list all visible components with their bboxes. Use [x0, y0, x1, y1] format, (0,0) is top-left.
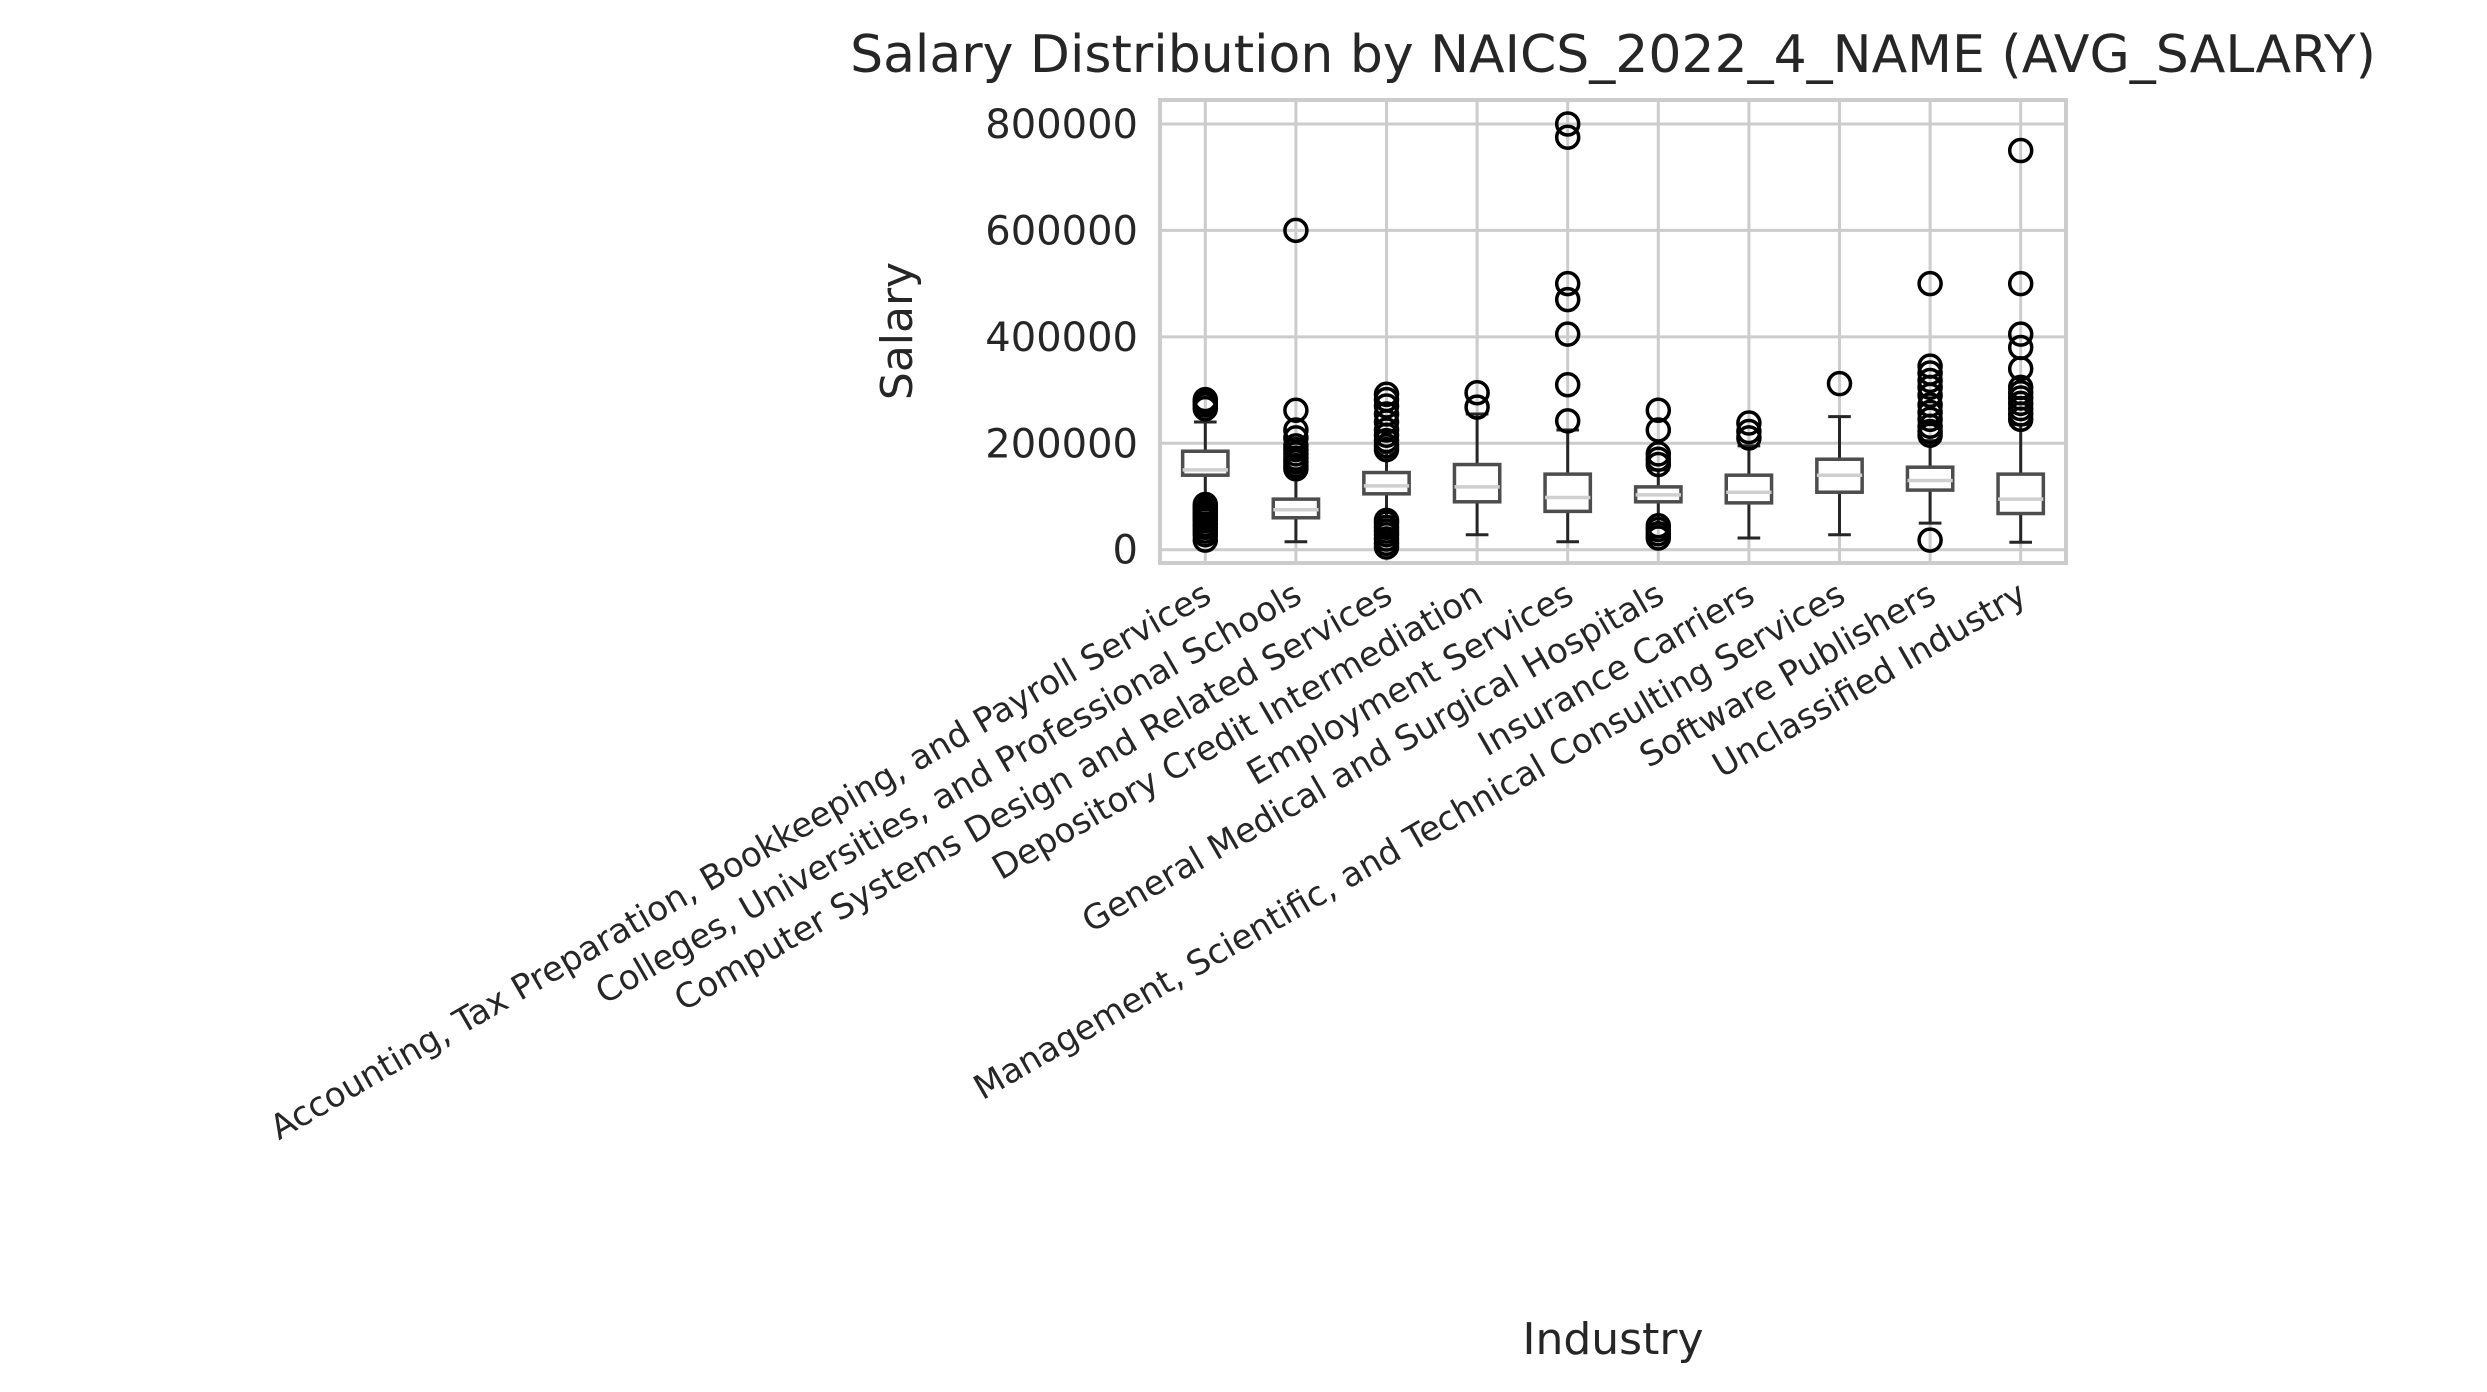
chart-title: Salary Distribution by NAICS_2022_4_NAME…	[850, 25, 2376, 85]
outlier-point	[1917, 406, 1943, 433]
outlier-point	[1917, 270, 1943, 297]
outlier-point	[2007, 321, 2034, 347]
iqr-box	[1724, 473, 1774, 505]
iqr-box	[1996, 472, 2046, 516]
outlier-point	[1917, 367, 1943, 394]
outlier-point	[1554, 124, 1581, 151]
iqr-box	[1452, 462, 1502, 504]
outlier-point	[1192, 491, 1219, 518]
box-group	[1724, 410, 1774, 540]
outlier-point	[1917, 360, 1943, 386]
outlier-point	[1554, 371, 1581, 398]
outlier-point	[2007, 374, 2034, 401]
outlier-point	[1283, 433, 1309, 459]
outlier-point	[1283, 417, 1309, 443]
outlier-point	[1736, 418, 1762, 445]
outlier-point	[2007, 137, 2034, 164]
outlier-point	[1554, 321, 1581, 347]
box-group	[1815, 370, 1864, 537]
box-group	[1271, 217, 1321, 544]
iqr-box	[1362, 470, 1411, 496]
outlier-point	[1373, 381, 1400, 408]
y-axis-label: Salary	[872, 262, 923, 400]
outlier-point	[1283, 397, 1309, 424]
outlier-point	[1283, 425, 1309, 451]
outlier-point	[1554, 286, 1581, 313]
outlier-point	[1645, 417, 1672, 443]
outlier-point	[1645, 441, 1672, 467]
y-tick-labels: 0 200000 400000 600000 800000	[985, 102, 1138, 574]
outlier-point	[1917, 353, 1943, 379]
box-group	[1180, 386, 1230, 553]
plot-area	[1180, 111, 2046, 560]
box-group	[1633, 397, 1683, 551]
box-group	[1543, 111, 1593, 544]
plot-frame	[1158, 98, 2068, 565]
box-group	[1452, 379, 1502, 537]
outlier-point	[2007, 334, 2034, 361]
x-tick-label: Accounting, Tax Preparation, Bookkeeping…	[263, 574, 1217, 1148]
outlier-point	[1464, 379, 1490, 406]
outlier-point	[1736, 410, 1762, 436]
outlier-point	[1373, 401, 1400, 427]
outlier-point	[1554, 111, 1581, 137]
outlier-point	[2007, 270, 2034, 297]
iqr-box	[1543, 472, 1593, 514]
outlier-point	[1645, 397, 1672, 424]
y-tick-label: 600000	[985, 208, 1138, 254]
y-tick-label: 0	[1113, 528, 1138, 574]
x-tick-labels: Accounting, Tax Preparation, Bookkeeping…	[263, 574, 2033, 1148]
outlier-point	[1373, 507, 1400, 534]
outlier-point	[1554, 408, 1581, 434]
x-axis-label: Industry	[1523, 1314, 1704, 1365]
y-tick-label: 400000	[985, 315, 1138, 361]
outlier-point	[1826, 370, 1853, 397]
outlier-point	[1464, 394, 1490, 420]
outlier-point	[1917, 399, 1943, 426]
outlier-point	[1192, 386, 1219, 413]
box-group	[1362, 381, 1411, 560]
box-group	[1905, 270, 1955, 553]
outlier-point	[1917, 392, 1943, 418]
box-group	[1996, 137, 2046, 544]
y-tick-label: 800000	[985, 102, 1138, 148]
outlier-point	[1283, 217, 1309, 244]
iqr-box	[1905, 465, 1955, 492]
outlier-point	[1373, 417, 1400, 443]
outlier-point	[1917, 527, 1943, 553]
outlier-point	[1554, 270, 1581, 297]
y-tick-label: 200000	[985, 421, 1138, 467]
outlier-point	[1645, 512, 1672, 539]
